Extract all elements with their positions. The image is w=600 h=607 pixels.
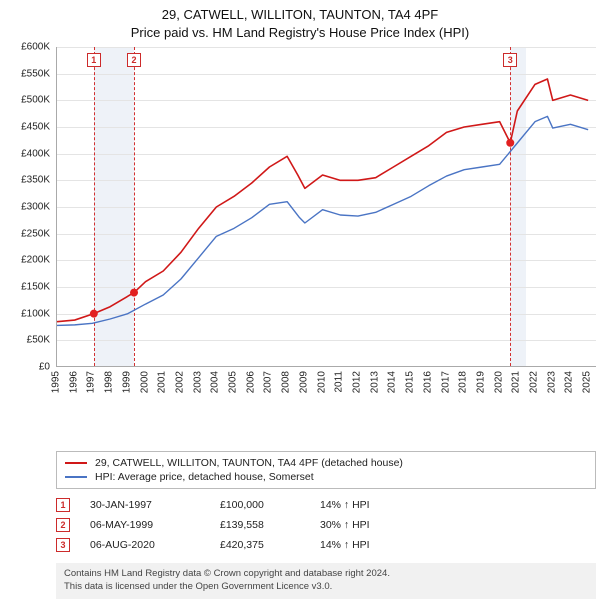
x-tick-label: 2002 xyxy=(174,371,185,393)
chart-title-2: Price paid vs. HM Land Registry's House … xyxy=(10,24,590,42)
sale-point xyxy=(130,289,138,297)
x-tick-label: 2006 xyxy=(245,371,256,393)
sale-point xyxy=(90,310,98,318)
chart-title-1: 29, CATWELL, WILLITON, TAUNTON, TA4 4PF xyxy=(10,6,590,24)
x-tick-label: 2020 xyxy=(493,371,504,393)
x-tick-label: 2018 xyxy=(458,371,469,393)
x-tick-label: 2001 xyxy=(157,371,168,393)
sale-row-marker: 1 xyxy=(56,498,70,512)
x-tick-label: 2015 xyxy=(405,371,416,393)
y-tick-label: £550K xyxy=(21,68,50,79)
sale-price: £139,558 xyxy=(220,519,300,531)
y-tick-label: £350K xyxy=(21,175,50,186)
legend: 29, CATWELL, WILLITON, TAUNTON, TA4 4PF … xyxy=(56,451,596,489)
x-tick-label: 2003 xyxy=(192,371,203,393)
x-tick-label: 1996 xyxy=(68,371,79,393)
x-tick-label: 2019 xyxy=(475,371,486,393)
sale-pct: 30% ↑ HPI xyxy=(320,519,410,531)
sale-row-marker: 2 xyxy=(56,518,70,532)
x-tick-label: 1995 xyxy=(51,371,62,393)
x-tick-label: 2012 xyxy=(351,371,362,393)
chart-container: 29, CATWELL, WILLITON, TAUNTON, TA4 4PF … xyxy=(0,0,600,607)
sale-pct: 14% ↑ HPI xyxy=(320,499,410,511)
sales-list: 1 30-JAN-1997 £100,000 14% ↑ HPI 2 06-MAY-199… xyxy=(56,495,596,555)
x-tick-label: 2000 xyxy=(139,371,150,393)
y-tick-label: £150K xyxy=(21,282,50,293)
sale-point xyxy=(506,139,514,147)
series-svg xyxy=(57,47,597,367)
x-tick-label: 1998 xyxy=(104,371,115,393)
y-tick-label: £450K xyxy=(21,122,50,133)
y-tick-label: £600K xyxy=(21,42,50,53)
sale-price: £100,000 xyxy=(220,499,300,511)
x-tick-label: 2023 xyxy=(546,371,557,393)
y-tick-label: £50K xyxy=(27,335,50,346)
x-tick-label: 2013 xyxy=(369,371,380,393)
y-tick-label: £200K xyxy=(21,255,50,266)
y-tick-label: £250K xyxy=(21,228,50,239)
legend-swatch xyxy=(65,476,87,478)
y-tick-label: £0 xyxy=(39,362,50,373)
sale-marker-box-2: 2 xyxy=(127,53,141,67)
footer-attribution: Contains HM Land Registry data © Crown c… xyxy=(56,563,596,599)
x-tick-label: 2008 xyxy=(281,371,292,393)
x-tick-label: 2011 xyxy=(334,371,345,393)
sale-row: 3 06-AUG-2020 £420,375 14% ↑ HPI xyxy=(56,535,596,555)
x-axis: 1995199619971998199920002001200220032004… xyxy=(56,369,596,429)
x-tick-label: 2022 xyxy=(529,371,540,393)
sale-row: 1 30-JAN-1997 £100,000 14% ↑ HPI xyxy=(56,495,596,515)
x-tick-label: 2016 xyxy=(422,371,433,393)
footer-line-1: Contains HM Land Registry data © Crown c… xyxy=(64,568,588,581)
x-tick-label: 2017 xyxy=(440,371,451,393)
x-tick-label: 2009 xyxy=(298,371,309,393)
sale-price: £420,375 xyxy=(220,539,300,551)
sale-marker-box-3: 3 xyxy=(503,53,517,67)
chart-area: £0 £50K £100K £150K £200K £250K £300K £350K £400… xyxy=(10,47,590,447)
plot-area: 1 2 3 xyxy=(56,47,596,367)
x-tick-label: 2014 xyxy=(387,371,398,393)
legend-label: HPI: Average price, detached house, Some… xyxy=(95,471,314,483)
legend-swatch xyxy=(65,462,87,464)
sale-pct: 14% ↑ HPI xyxy=(320,539,410,551)
y-axis: £0£50K£100K£150K£200K£250K£300K£350K£400… xyxy=(10,47,54,367)
sale-row: 2 06-MAY-1999 £139,558 30% ↑ HPI xyxy=(56,515,596,535)
sale-marker-box-1: 1 xyxy=(87,53,101,67)
x-tick-label: 2021 xyxy=(511,371,522,393)
y-tick-label: £500K xyxy=(21,95,50,106)
sale-date: 06-AUG-2020 xyxy=(90,539,200,551)
x-tick-label: 2007 xyxy=(263,371,274,393)
x-tick-label: 2010 xyxy=(316,371,327,393)
x-tick-label: 2004 xyxy=(210,371,221,393)
legend-item: HPI: Average price, detached house, Some… xyxy=(65,470,587,484)
y-tick-label: £400K xyxy=(21,148,50,159)
x-tick-label: 1997 xyxy=(86,371,97,393)
sale-date: 06-MAY-1999 xyxy=(90,519,200,531)
footer-line-2: This data is licensed under the Open Gov… xyxy=(64,581,588,594)
sale-date: 30-JAN-1997 xyxy=(90,499,200,511)
legend-item: 29, CATWELL, WILLITON, TAUNTON, TA4 4PF … xyxy=(65,456,587,470)
y-tick-label: £100K xyxy=(21,308,50,319)
x-tick-label: 2024 xyxy=(564,371,575,393)
sale-row-marker: 3 xyxy=(56,538,70,552)
x-tick-label: 2025 xyxy=(582,371,593,393)
x-tick-label: 1999 xyxy=(121,371,132,393)
legend-label: 29, CATWELL, WILLITON, TAUNTON, TA4 4PF … xyxy=(95,457,403,469)
x-tick-label: 2005 xyxy=(228,371,239,393)
series-property xyxy=(57,79,588,322)
y-tick-label: £300K xyxy=(21,202,50,213)
